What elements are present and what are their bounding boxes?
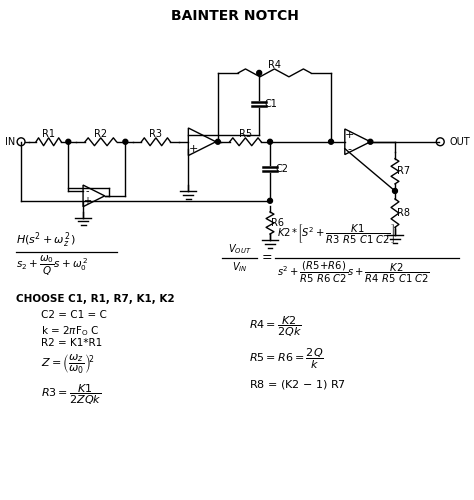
Text: R2: R2 [94, 129, 107, 139]
Circle shape [123, 140, 128, 144]
Text: R2 = K1*R1: R2 = K1*R1 [41, 338, 102, 347]
Text: R7: R7 [397, 166, 410, 176]
Text: $V_{OUT}$: $V_{OUT}$ [228, 242, 251, 256]
Text: -: - [191, 130, 195, 140]
Text: $H(s^2+\omega_z^{\,2})$: $H(s^2+\omega_z^{\,2})$ [16, 230, 76, 250]
Text: R3: R3 [149, 129, 163, 139]
Text: $R3 = \dfrac{K1}{2ZQk}$: $R3 = \dfrac{K1}{2ZQk}$ [41, 383, 101, 407]
Text: CHOOSE C1, R1, R7, K1, K2: CHOOSE C1, R1, R7, K1, K2 [16, 294, 175, 304]
Text: $V_{IN}$: $V_{IN}$ [232, 260, 247, 274]
Text: +: + [345, 130, 355, 140]
Text: $s_2+\dfrac{\omega_0}{Q}s+\omega_0^{\,2}$: $s_2+\dfrac{\omega_0}{Q}s+\omega_0^{\,2}… [16, 254, 89, 278]
Text: $s^2+\dfrac{(R5\!+\!R6)}{R5\ R6\ C2}s+\dfrac{K2}{R4\ R5\ C1\ C2}$: $s^2+\dfrac{(R5\!+\!R6)}{R5\ R6\ C2}s+\d… [277, 260, 430, 285]
Circle shape [267, 198, 273, 203]
Text: k = 2$\pi$F$_\mathregular{O}$ C: k = 2$\pi$F$_\mathregular{O}$ C [41, 324, 99, 338]
Circle shape [66, 140, 71, 144]
Circle shape [392, 188, 397, 194]
Text: $Z = \left(\dfrac{\omega_z}{\omega_0}\right)^{\!2}$: $Z = \left(\dfrac{\omega_z}{\omega_0}\ri… [41, 354, 95, 376]
Text: +: + [83, 196, 91, 206]
Text: R8 = (K2 $-$ 1) R7: R8 = (K2 $-$ 1) R7 [249, 378, 346, 391]
Text: =: = [261, 252, 272, 264]
Text: +: + [189, 144, 198, 154]
Text: $R5 = R6 = \dfrac{2Q}{k}$: $R5 = R6 = \dfrac{2Q}{k}$ [249, 346, 324, 371]
Text: C1: C1 [264, 99, 277, 109]
Text: C2: C2 [275, 164, 288, 174]
Circle shape [328, 140, 334, 144]
Text: -: - [348, 144, 352, 154]
Circle shape [257, 70, 262, 76]
Text: R6: R6 [272, 218, 284, 228]
Circle shape [368, 140, 373, 144]
Text: $R4 = \dfrac{K2}{2Qk}$: $R4 = \dfrac{K2}{2Qk}$ [249, 315, 302, 340]
Text: R5: R5 [239, 129, 252, 139]
Text: R4: R4 [268, 60, 281, 70]
Text: $K2*\!\left[S^2+\dfrac{K1}{R3\ R5\ C1\ C2}\right]$: $K2*\!\left[S^2+\dfrac{K1}{R3\ R5\ C1\ C… [277, 223, 395, 246]
Text: IN: IN [5, 137, 15, 147]
Text: R1: R1 [42, 129, 55, 139]
Circle shape [215, 140, 220, 144]
Text: BAINTER NOTCH: BAINTER NOTCH [171, 9, 299, 23]
Circle shape [267, 140, 273, 144]
Text: R8: R8 [397, 208, 410, 218]
Text: C2 = C1 = C: C2 = C1 = C [41, 310, 107, 320]
Text: -: - [85, 186, 89, 196]
Text: OUT: OUT [449, 137, 470, 147]
